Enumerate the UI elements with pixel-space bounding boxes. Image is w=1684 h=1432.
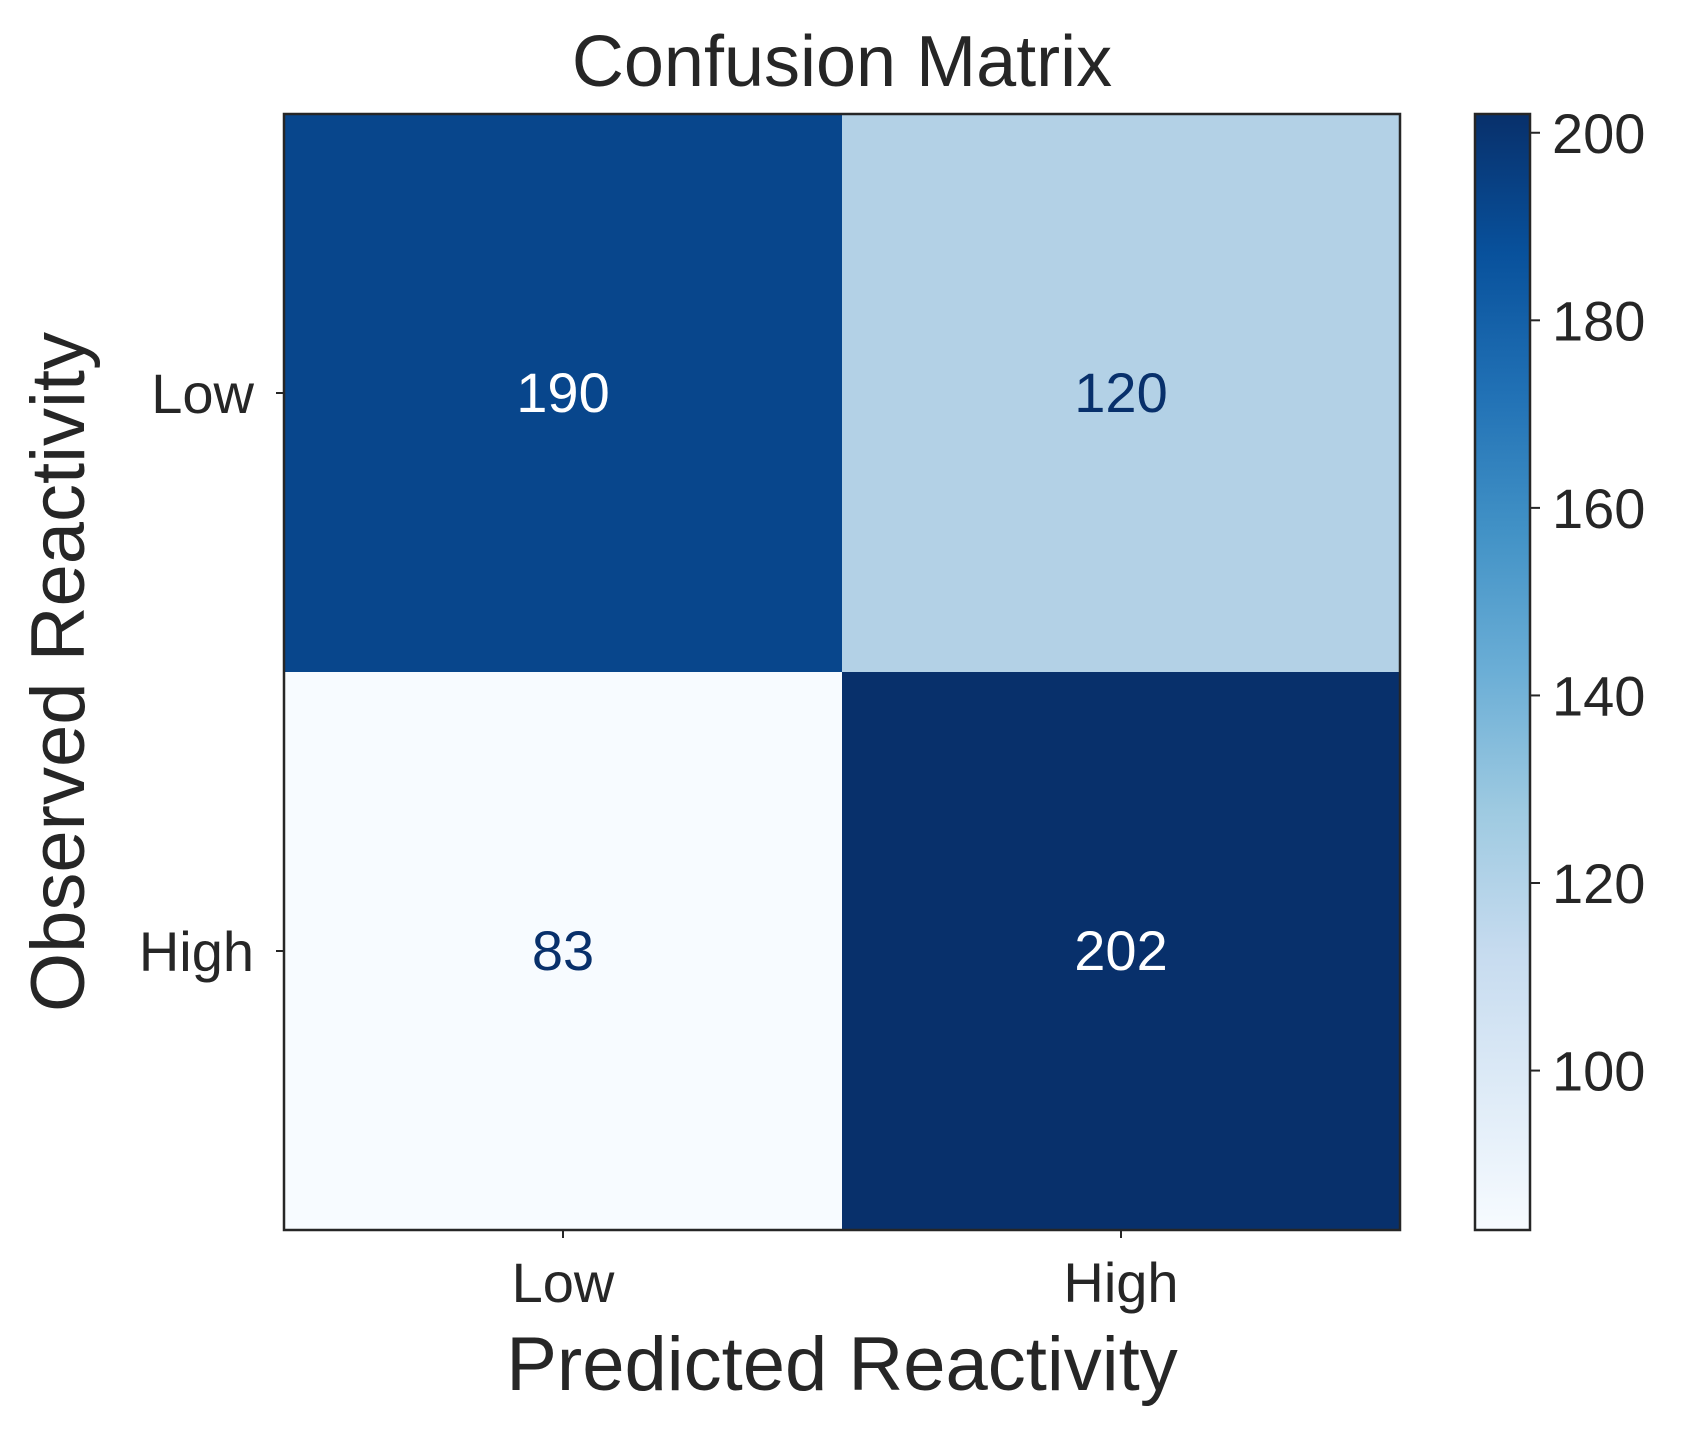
y-tick-label: Low — [151, 362, 254, 425]
chart-title: Confusion Matrix — [572, 22, 1112, 102]
x-axis-label: Predicted Reactivity — [506, 1322, 1178, 1407]
colorbar-tick-label: 160 — [1552, 477, 1645, 540]
x-tick-label: Low — [512, 1251, 615, 1314]
cell-value-label: 120 — [1074, 361, 1167, 424]
plot-frame — [282, 112, 1402, 1232]
colorbar-tick-label: 120 — [1552, 852, 1645, 915]
colorbar-ticks: 100 120 140 160 180 200 — [1530, 102, 1645, 1103]
heatmap-cell-high-low — [284, 672, 842, 1230]
colorbar — [1473, 112, 1532, 1232]
heatmap-cell-labels: 190 120 83 202 — [516, 361, 1167, 982]
cell-value-label: 202 — [1074, 919, 1167, 982]
colorbar-tick-label: 180 — [1552, 289, 1645, 352]
cell-value-label: 83 — [532, 919, 594, 982]
colorbar-tick-label: 140 — [1552, 664, 1645, 727]
y-axis-tick-labels: Low High — [139, 362, 284, 983]
y-axis-label: Observed Reactivity — [16, 332, 101, 1012]
x-tick-label: High — [1063, 1251, 1178, 1314]
heatmap-cell-high-high — [842, 672, 1400, 1230]
colorbar-tick-label: 100 — [1552, 1040, 1645, 1103]
heatmap-cells — [284, 114, 1400, 1230]
heatmap-cell-low-high — [842, 114, 1400, 672]
y-tick-label: High — [139, 920, 254, 983]
colorbar-tick-label: 200 — [1552, 102, 1645, 165]
heatmap-cell-low-low — [284, 114, 842, 672]
x-axis-tick-labels: Low High — [512, 1230, 1179, 1314]
cell-value-label: 190 — [516, 361, 609, 424]
